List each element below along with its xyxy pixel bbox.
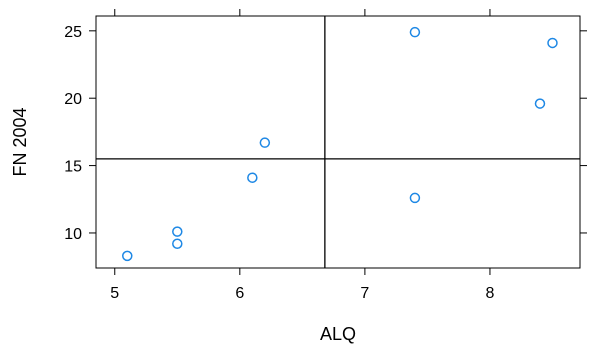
data-point	[534, 98, 546, 109]
plot-frame	[95, 15, 581, 269]
data-point	[172, 226, 183, 237]
x-axis-ticks: 5 6 7 8	[110, 9, 495, 302]
y-tick-label: 25	[64, 24, 82, 41]
data-points	[122, 26, 558, 262]
x-axis-label: ALQ	[320, 324, 356, 344]
x-tick-label: 5	[110, 285, 119, 302]
data-point	[122, 250, 133, 262]
x-tick-label: 7	[360, 285, 369, 302]
x-tick-label: 8	[486, 285, 495, 302]
data-point	[172, 238, 183, 249]
x-tick-label: 6	[235, 285, 244, 302]
y-tick-label: 15	[64, 159, 82, 176]
y-axis-label: FN 2004	[10, 107, 30, 176]
reference-lines	[96, 16, 580, 268]
data-point	[409, 26, 421, 38]
y-tick-label: 10	[64, 226, 82, 243]
data-point	[409, 192, 421, 204]
y-axis-ticks: 10 15 20 25	[64, 24, 587, 243]
data-point	[547, 37, 558, 49]
data-point	[259, 137, 271, 148]
data-point	[247, 172, 258, 183]
y-tick-label: 20	[64, 91, 82, 108]
